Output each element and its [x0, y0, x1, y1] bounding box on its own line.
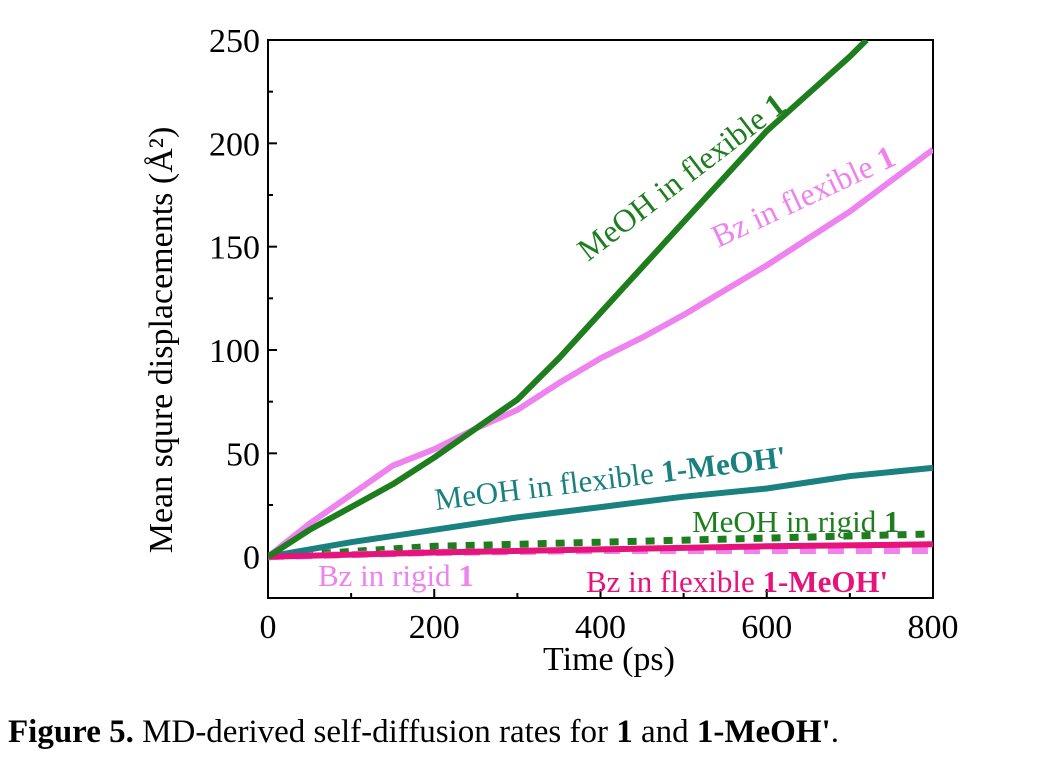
x-tick-label: 0 — [260, 609, 277, 646]
series-label-text: MeOH in flexible — [433, 454, 664, 517]
caption-text-b: and — [632, 714, 697, 750]
series-label: Bz in rigid 1 — [318, 558, 474, 593]
series-line — [268, 530, 933, 561]
x-tick-label: 600 — [741, 609, 792, 646]
x-tick-label: 200 — [409, 609, 460, 646]
series-label-text: Bz in rigid — [318, 558, 458, 593]
series-label-bold: 1-MeOH' — [659, 439, 788, 489]
y-tick-label: 100 — [209, 333, 260, 370]
series-line — [268, 541, 933, 560]
y-tick-label: 0 — [243, 540, 260, 577]
y-axis-label: Mean squre displacements (Å²) — [143, 127, 180, 554]
series-line — [268, 147, 933, 560]
caption-bold-a: 1 — [616, 714, 633, 750]
series-label-bold: 1-MeOH' — [762, 564, 888, 599]
figure-caption: Figure 5. MD-derived self-diffusion rate… — [8, 714, 839, 751]
y-tick-label: 200 — [209, 126, 260, 163]
series-label: Bz in flexible 1-MeOH' — [586, 564, 888, 599]
series-label: MeOH in flexible 1 — [570, 86, 791, 268]
caption-text-a: MD-derived self-diffusion rates for — [133, 714, 617, 750]
x-tick-label: 400 — [575, 609, 626, 646]
series-lines — [268, 40, 933, 561]
x-tick-label: 800 — [908, 609, 959, 646]
y-tick-label: 250 — [209, 23, 260, 60]
series-label-text: MeOH in rigid — [692, 504, 884, 539]
series-label-text: Bz in flexible — [586, 564, 762, 599]
caption-bold-b: 1-MeOH' — [696, 714, 831, 750]
caption-text-c: . — [830, 714, 839, 750]
x-axis-label: Time (ps) — [543, 641, 675, 678]
msd-chart: 0 200 400 600 800 0 50 100 150 200 250 MeOH in fle… — [143, 23, 959, 678]
series-label-text: Bz in flexible — [706, 145, 886, 255]
series-line — [268, 464, 933, 560]
caption-label: Figure 5. — [8, 714, 134, 750]
axis-tick-labels: 0 200 400 600 800 0 50 100 150 200 250 — [209, 23, 959, 646]
y-tick-label: 150 — [209, 230, 260, 267]
series-label-bold: 1 — [458, 558, 474, 593]
series-label-bold: 1 — [884, 504, 900, 539]
series-line — [268, 40, 869, 560]
y-tick-label: 50 — [226, 436, 260, 473]
series-label: MeOH in rigid 1 — [692, 504, 900, 539]
